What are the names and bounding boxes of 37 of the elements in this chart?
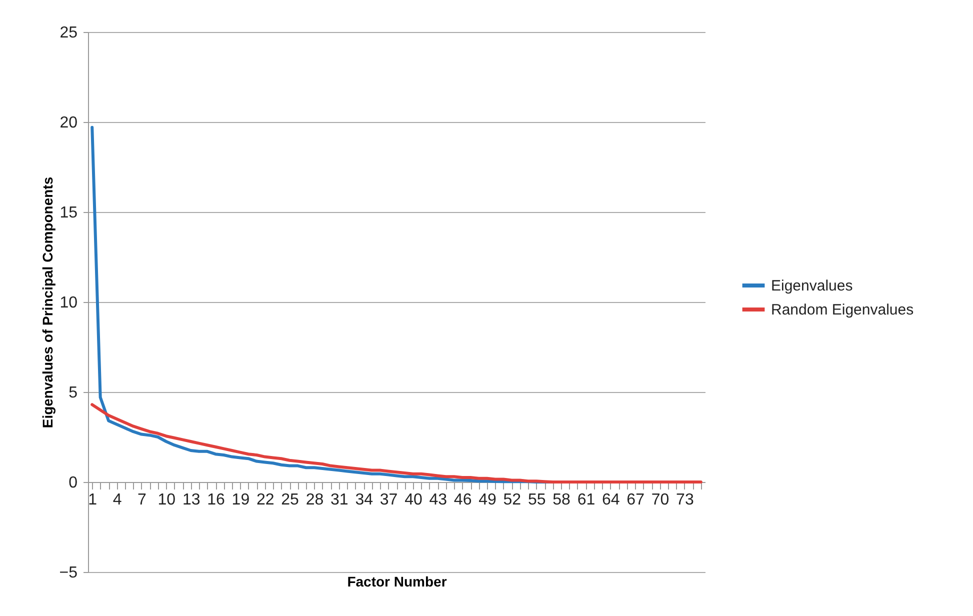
- x-tick-label: 28: [306, 492, 324, 508]
- x-tick-label: 58: [552, 492, 571, 508]
- x-tick-label: 22: [256, 492, 274, 508]
- x-tick-label: 16: [207, 492, 226, 508]
- y-tick-label: 25: [60, 24, 78, 42]
- x-tick-label: 1: [88, 492, 98, 508]
- x-tick-label: 64: [602, 492, 620, 508]
- y-tick-label: 0: [68, 474, 78, 492]
- x-tick-label: 19: [232, 492, 250, 508]
- x-tick-label: 34: [355, 492, 374, 508]
- x-tick-label: 25: [281, 492, 300, 508]
- x-tick-label: 31: [330, 492, 348, 508]
- x-tick-label: 70: [651, 492, 670, 508]
- x-tick-label: 73: [676, 492, 694, 508]
- x-tick-label: 37: [380, 492, 398, 508]
- y-tick-label: 10: [60, 294, 78, 312]
- y-tick-label: 5: [68, 384, 78, 402]
- x-tick-label: 7: [138, 492, 147, 508]
- x-tick-label: 13: [182, 492, 200, 508]
- line-series: [90, 403, 702, 484]
- legend-label: Eigenvalues: [771, 278, 853, 294]
- x-tick-label: 43: [429, 492, 448, 508]
- x-axis-title: Factor Number: [347, 574, 448, 590]
- x-tick-label: 10: [158, 492, 176, 508]
- x-tick-label: 52: [503, 492, 522, 508]
- y-tick-label: 20: [60, 114, 78, 132]
- x-tick-label: 55: [528, 492, 546, 508]
- y-axis-title: Eigenvalues of Principal Components: [39, 176, 56, 428]
- legend-label: Random Eigenvalues: [771, 302, 914, 318]
- x-tick-label: 61: [577, 492, 596, 508]
- y-tick-label: 15: [60, 204, 78, 222]
- x-tick-label: 4: [112, 492, 122, 508]
- x-tick-label: 67: [626, 492, 645, 508]
- x-tick-label: 49: [478, 492, 496, 508]
- y-tick-label: −5: [59, 564, 78, 582]
- x-tick-label: 46: [454, 492, 472, 508]
- x-tick-label: 40: [404, 492, 422, 508]
